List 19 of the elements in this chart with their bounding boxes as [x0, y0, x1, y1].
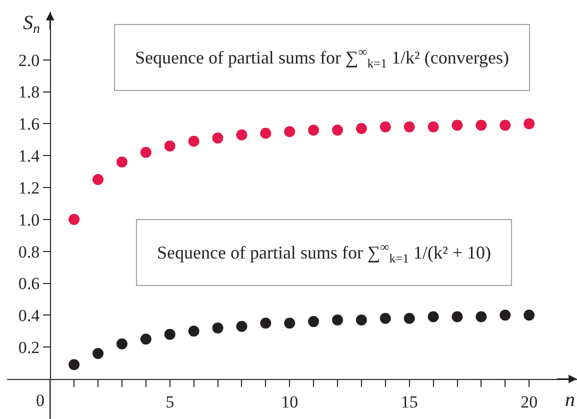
x-axis-title: n [565, 389, 575, 411]
y-tick-label: 2.0 [18, 50, 40, 70]
x-tick-label: 10 [281, 392, 298, 412]
y-tick-label: 1.8 [18, 82, 40, 102]
annotation: Sequence of partial sums for ∑$^{∞}$$_{k=1}$ 1/k² (converges) [135, 45, 509, 70]
y-tick-label: 0.2 [18, 338, 40, 358]
x-tick-label: 0 [36, 391, 44, 410]
y-tick-label: 1.6 [18, 114, 40, 134]
y-tick-label: 0.8 [18, 242, 40, 262]
y-tick-label: 1.4 [18, 146, 40, 166]
y-tick-label: 1.2 [18, 178, 40, 198]
annotation: Sequence of partial sums for ∑$^{∞}$$_{k=1}$ 1/(k² + 10) [157, 240, 492, 266]
y-axis-title: S$_{n}$ [23, 12, 40, 38]
x-tick-label: 5 [166, 392, 174, 412]
y-tick-label: 0.4 [18, 306, 40, 326]
y-tick-label: 0.6 [18, 274, 40, 294]
y-tick-label: 1.0 [18, 210, 40, 230]
x-tick-label: 20 [520, 392, 538, 412]
x-tick-label: 15 [400, 392, 418, 412]
